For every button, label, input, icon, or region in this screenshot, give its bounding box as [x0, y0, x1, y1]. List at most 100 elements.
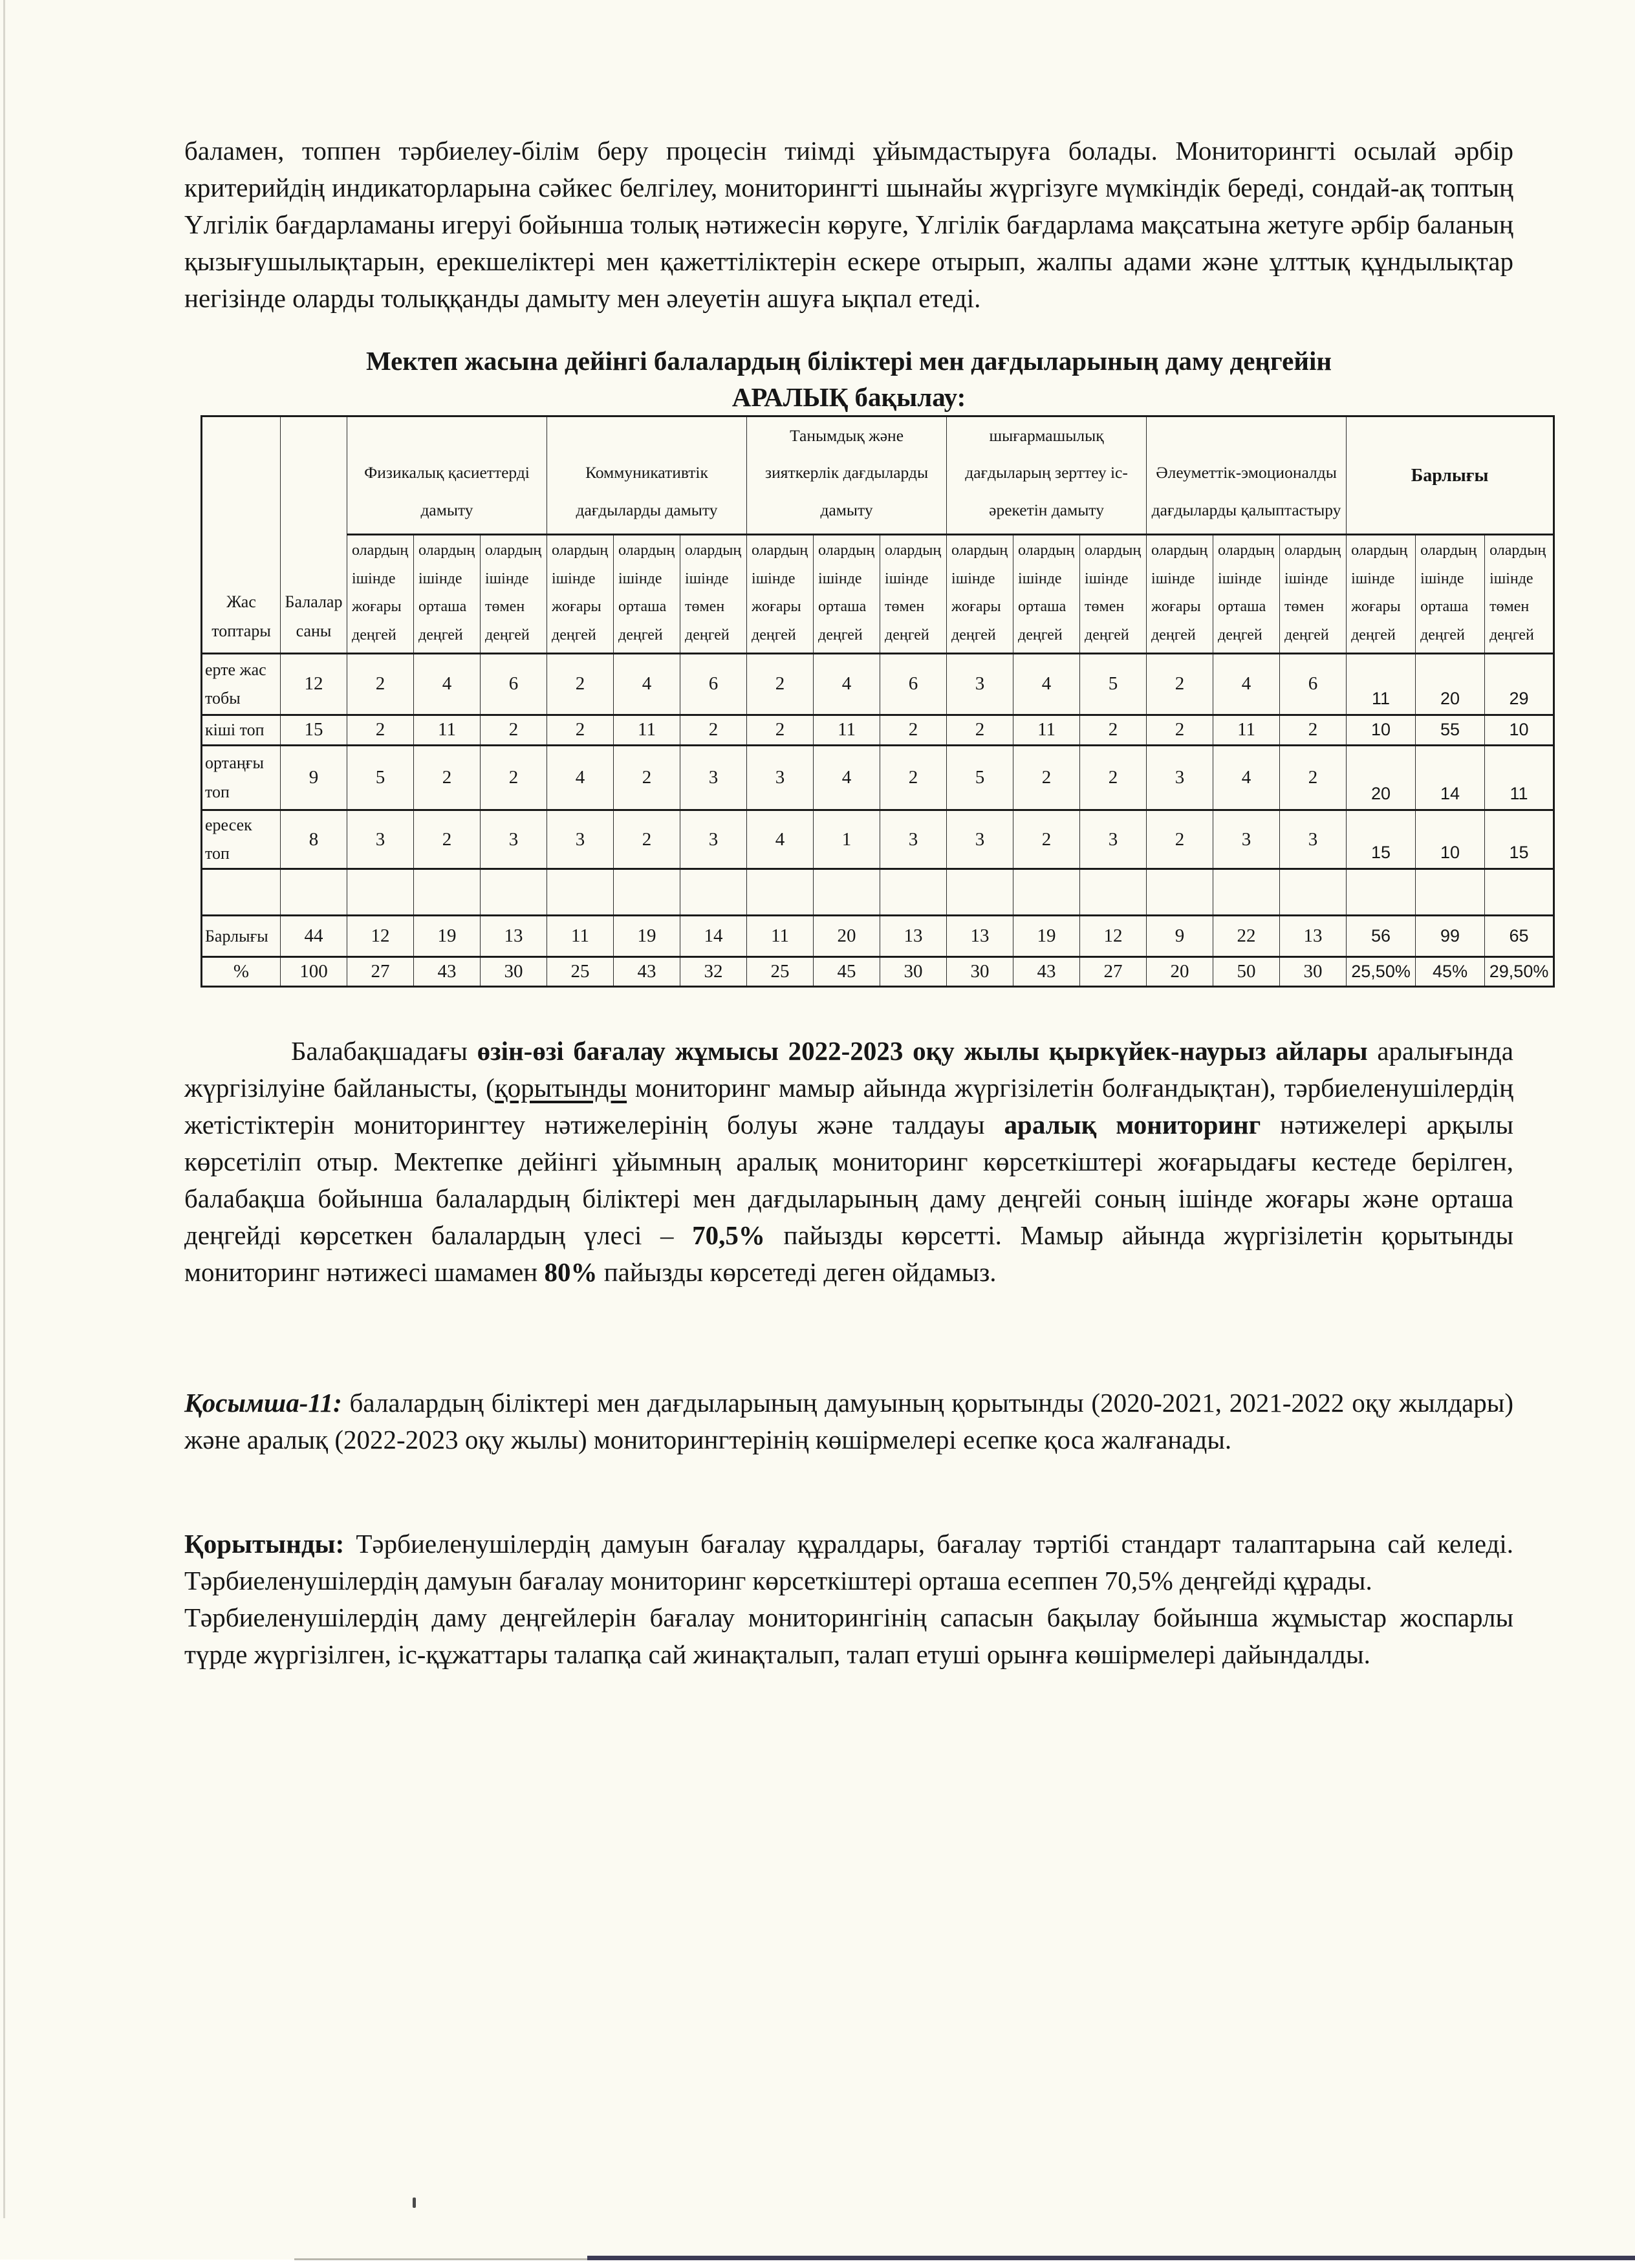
cell: %: [201, 956, 281, 988]
paragraph-continuation: баламен, топпен тәрбиелеу-білім беру про…: [184, 136, 1513, 313]
cell: 19: [613, 914, 680, 958]
cell: 3: [480, 808, 547, 870]
cell: 3: [880, 808, 947, 870]
text-segment: пайызды көрсетеді деген ойдамыз.: [597, 1257, 997, 1288]
cell: 9: [280, 744, 347, 811]
subheader-mid: олардың ішінде орташа деңгей: [613, 534, 680, 654]
table-row-percent: % 100 27 43 30 25 43 32 25 45 30 30 43 2…: [201, 956, 1555, 988]
group-header-cognitive: Танымдық және зияткерлік дағдыларды дамы…: [746, 415, 947, 536]
cell: 99: [1415, 914, 1486, 958]
cell: [1279, 868, 1347, 917]
text-segment-bold: аралық мониторинг: [1004, 1110, 1261, 1140]
cell: ортаңғы топ: [201, 744, 281, 811]
cell: 2: [347, 652, 414, 716]
cell: [1484, 868, 1555, 917]
cell: 15: [280, 713, 347, 747]
cell: 11: [547, 914, 614, 958]
cell: 3: [946, 652, 1014, 716]
table-row-kishi-top: кіші топ 15 2 11 2 2 11 2 2 11 2 2 11 2 …: [201, 713, 1555, 747]
text-segment: балалардың біліктері мен дағдыларының да…: [184, 1388, 1513, 1455]
cell: [613, 868, 680, 917]
cell: 22: [1213, 914, 1281, 958]
cell: [1346, 868, 1416, 917]
subheader-high: олардың ішінде жоғары деңгей: [946, 534, 1014, 654]
scan-bottom-line-dark: [587, 2256, 1635, 2260]
cell: 2: [880, 713, 947, 747]
conclusion-label: Қорытынды:: [184, 1529, 345, 1559]
cell: [280, 868, 347, 917]
cell: 12: [280, 652, 347, 716]
cell: 5: [347, 744, 414, 811]
cell: [413, 868, 481, 917]
cell: 15: [1484, 808, 1555, 870]
cell: 2: [613, 744, 680, 811]
cell: 2: [413, 808, 481, 870]
cell: 45%: [1415, 956, 1486, 988]
cell: 11: [413, 713, 481, 747]
subheader-high: олардың ішінде жоғары деңгей: [547, 534, 614, 654]
cell: [1146, 868, 1214, 917]
cell: 2: [1146, 808, 1214, 870]
cell: 11: [813, 713, 881, 747]
cell: 2: [480, 713, 547, 747]
text-segment: мониторинг мамыр айында жүргізілетін бол…: [184, 1073, 1514, 1140]
cell: 44: [280, 914, 347, 958]
cell: 29: [1484, 652, 1555, 716]
cell: 2: [1279, 713, 1347, 747]
cell: 3: [347, 808, 414, 870]
cell: 2: [946, 713, 1014, 747]
group-header-total: Барлығы: [1346, 415, 1555, 536]
cell: 5: [1079, 652, 1147, 716]
cell: 30: [480, 956, 547, 988]
cell: 12: [347, 914, 414, 958]
group-header-physical: Физикалық қасиеттерді дамыту: [347, 415, 547, 536]
cell: 3: [679, 808, 748, 870]
cell: 45: [813, 956, 881, 988]
cell: [946, 868, 1014, 917]
table-row-empty: [201, 868, 1555, 917]
cell: [679, 868, 748, 917]
scan-bottom-edge: [0, 2260, 1635, 2268]
cell: 20: [813, 914, 881, 958]
group-header-social-emotional: Әлеуметтік-эмоционалды дағдыларды қалыпт…: [1146, 415, 1347, 536]
cell: 43: [413, 956, 481, 988]
subheader-high: олардың ішінде жоғары деңгей: [1146, 534, 1214, 654]
subheader-mid: олардың ішінде орташа деңгей: [1013, 534, 1081, 654]
cell: 9: [1146, 914, 1214, 958]
cell: 25: [746, 956, 814, 988]
page-content: баламен, топпен тәрбиелеу-білім беру про…: [184, 136, 1555, 1669]
cell: 27: [1079, 956, 1147, 988]
subheader-mid: олардың ішінде орташа деңгей: [1213, 534, 1281, 654]
subheader-low: олардың ішінде төмен деңгей: [1079, 534, 1147, 654]
group-header-creative: шығармашылық дағдыларың зерттеу іс-әреке…: [946, 415, 1147, 536]
cell: 2: [480, 744, 547, 811]
cell: [1013, 868, 1081, 917]
scan-edge-line: [3, 0, 5, 2218]
cell: 14: [1415, 744, 1486, 811]
cell: 43: [1013, 956, 1081, 988]
cell: 20: [1346, 744, 1416, 811]
cell: 3: [679, 744, 748, 811]
cell: 2: [1013, 744, 1081, 811]
paragraph-appendix: Қосымша-11: балалардың біліктері мен дағ…: [184, 1385, 1513, 1458]
cell: 2: [679, 713, 748, 747]
subheader-low: олардың ішінде төмен деңгей: [880, 534, 947, 654]
subheader-high: олардың ішінде жоғары деңгей: [1346, 534, 1416, 654]
text-segment: нәтижелері арқылы көрсетіліп отыр. Мекте…: [184, 1110, 1514, 1251]
paragraph-conclusion: Қорытынды: Тәрбиеленушілердің дамуын бағ…: [184, 1526, 1513, 1599]
children-count-column-header: Балалар саны: [280, 415, 347, 654]
cell: 2: [547, 652, 614, 716]
cell: 30: [946, 956, 1014, 988]
subheader-mid: олардың ішінде орташа деңгей: [813, 534, 881, 654]
cell: 4: [813, 744, 881, 811]
subheader-high: олардың ішінде жоғары деңгей: [347, 534, 414, 654]
cell: [880, 868, 947, 917]
subheader-low: олардың ішінде төмен деңгей: [1279, 534, 1347, 654]
text-segment: пайызды көрсетті. Мамыр айында жүргізіле…: [184, 1220, 1514, 1288]
cell: ересек топ: [201, 808, 281, 870]
cell: 25: [547, 956, 614, 988]
subheader-mid: олардың ішінде орташа деңгей: [413, 534, 481, 654]
text-segment: аралығында жүргізілуіне байланысты, (: [184, 1036, 1513, 1103]
cell: 4: [547, 744, 614, 811]
